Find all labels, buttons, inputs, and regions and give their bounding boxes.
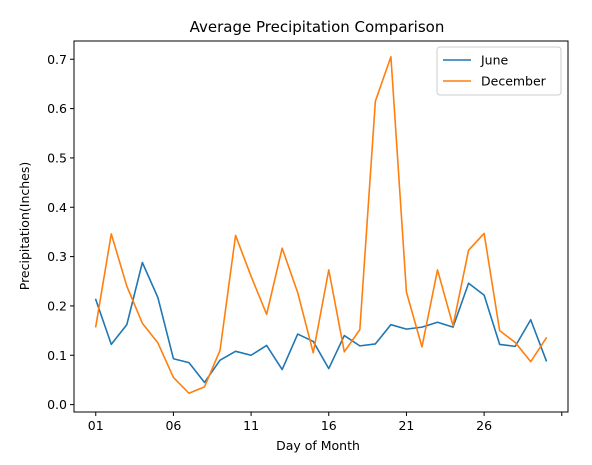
y-tick-label: 0.3	[47, 249, 67, 264]
y-axis-label: Precipitation(Inches)	[17, 162, 32, 291]
x-tick-label: 01	[88, 418, 104, 433]
x-tick-label: 11	[243, 418, 259, 433]
legend-label-december: December	[481, 74, 547, 89]
y-tick-label: 0.2	[47, 298, 67, 313]
chart-title: Average Precipitation Comparison	[190, 18, 445, 36]
y-tick-label: 0.6	[47, 101, 67, 116]
plot-frame	[73, 40, 569, 413]
y-tick-label: 0.1	[47, 348, 67, 363]
x-tick-label: 21	[398, 418, 414, 433]
legend-box	[436, 46, 562, 96]
x-tick-label: 16	[321, 418, 337, 433]
legend-label-june: June	[480, 53, 509, 68]
x-axis-label: Day of Month	[276, 438, 360, 453]
y-tick-label: 0.7	[47, 52, 67, 67]
x-tick-label: 26	[476, 418, 492, 433]
series-line-december	[94, 55, 548, 395]
series-line-june	[94, 261, 548, 384]
legend: June December	[436, 46, 562, 96]
x-tick-label: 06	[165, 418, 181, 433]
y-tick-label: 0.5	[47, 150, 67, 165]
y-tick-label: 0.4	[47, 200, 67, 215]
y-tick-label: 0.0	[47, 397, 67, 412]
